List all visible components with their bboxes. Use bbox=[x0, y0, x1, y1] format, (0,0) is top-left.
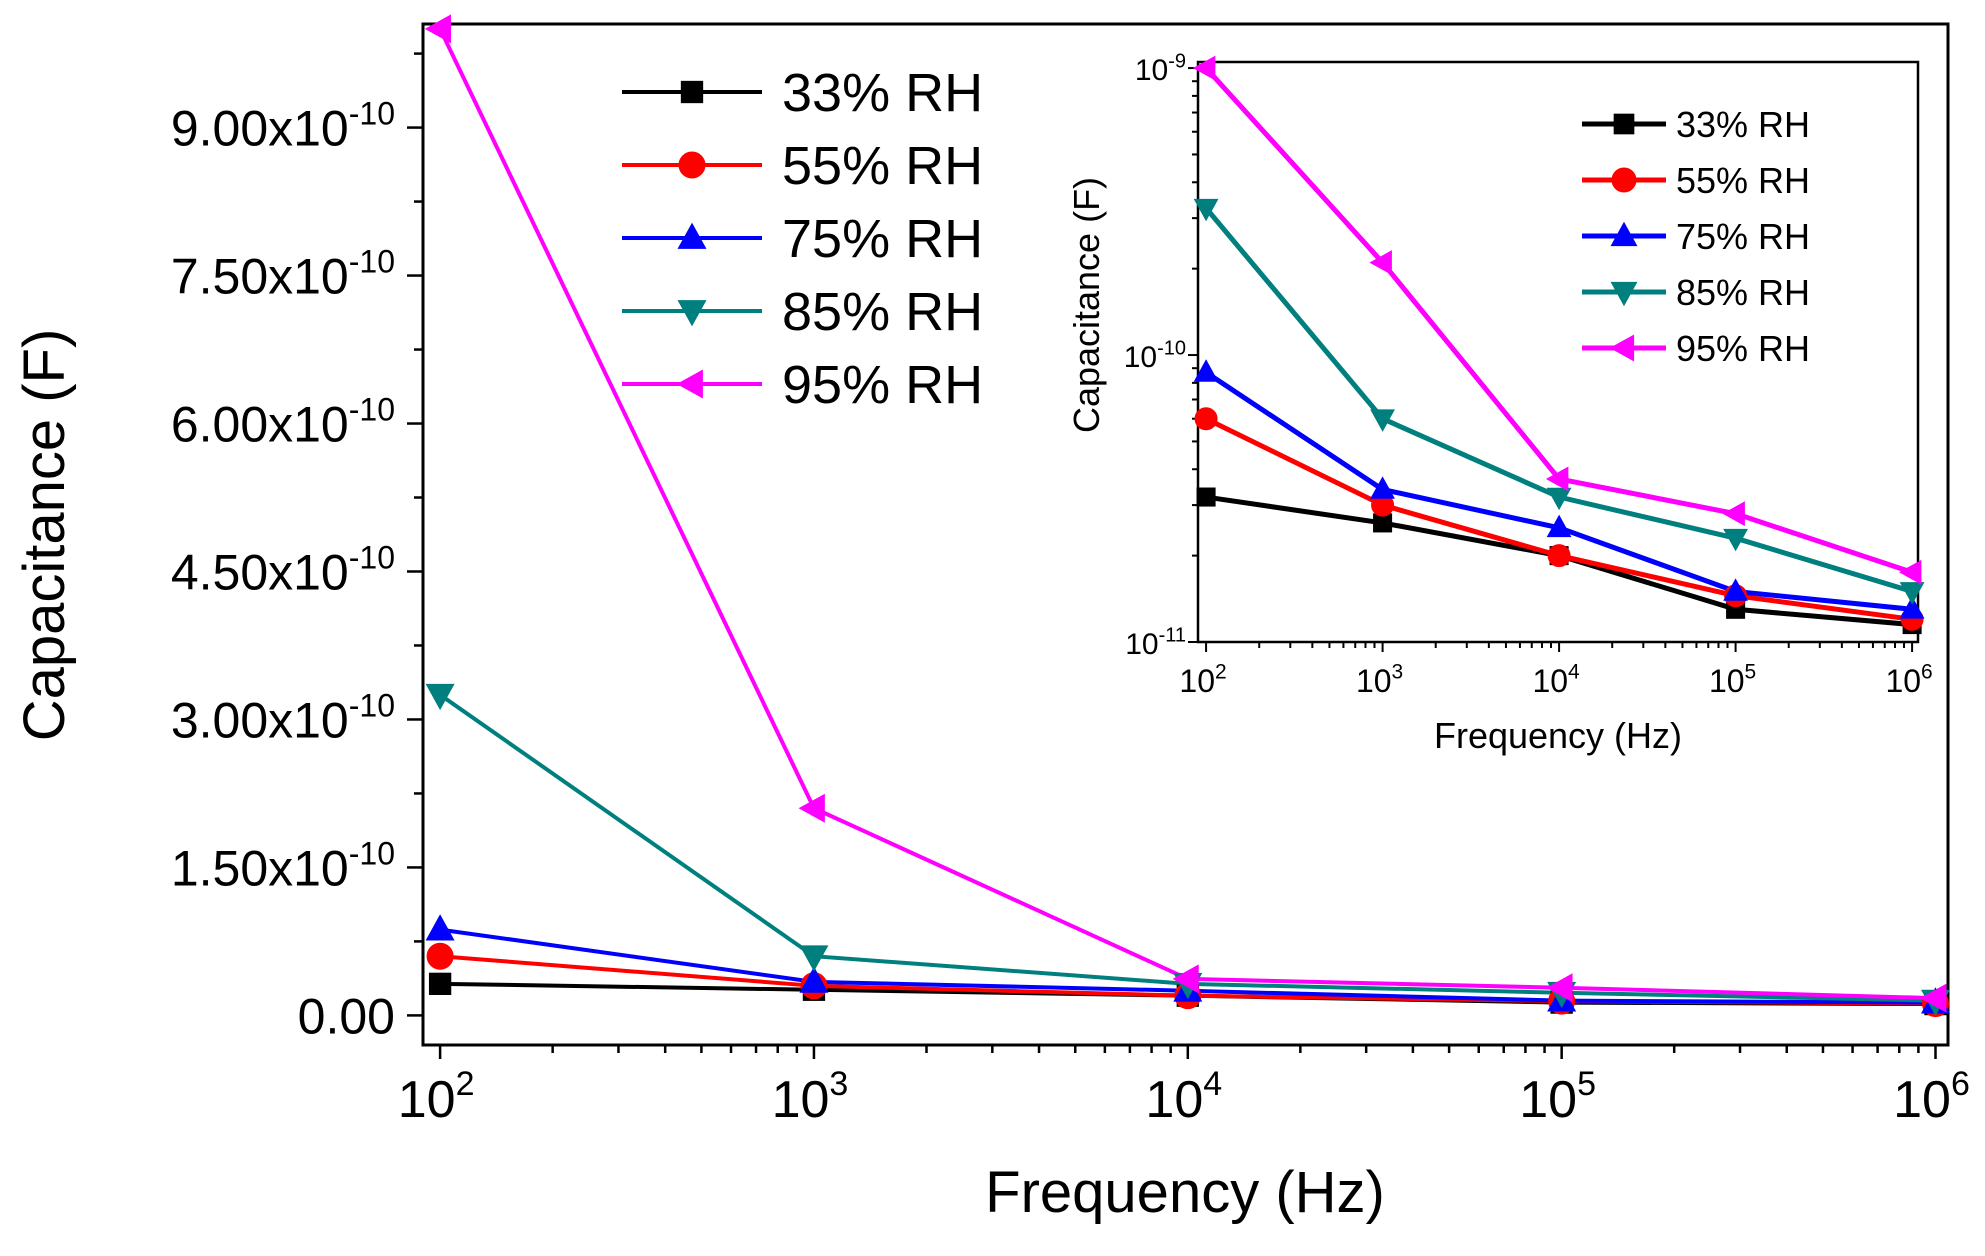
inset-legend-label: 55% RH bbox=[1676, 160, 1810, 201]
inset-x-axis-label: Frequency (Hz) bbox=[1434, 715, 1682, 756]
legend-label: 75% RH bbox=[782, 209, 983, 269]
x-axis-label: Frequency (Hz) bbox=[985, 1160, 1385, 1225]
inset-data-point bbox=[1196, 487, 1216, 507]
inset-data-point bbox=[1898, 559, 1922, 585]
inset-data-point bbox=[1723, 578, 1748, 601]
legend-marker bbox=[678, 151, 706, 179]
legend-marker bbox=[677, 222, 707, 249]
legend-marker bbox=[677, 300, 707, 327]
inset-legend-label: 85% RH bbox=[1676, 272, 1810, 313]
inset-x-tick-label: 105 bbox=[1709, 661, 1756, 699]
inset-y-axis-label: Capacitance (F) bbox=[1066, 177, 1107, 433]
y-axis-label: Capacitance (F) bbox=[12, 329, 77, 742]
inset-data-point bbox=[1192, 55, 1216, 81]
inset-x-tick-label: 104 bbox=[1532, 661, 1580, 699]
inset-data-point bbox=[1194, 407, 1218, 431]
legend-marker bbox=[676, 369, 703, 399]
y-tick-label: 6.00x10-10 bbox=[171, 392, 395, 453]
inset-legend-marker bbox=[1609, 334, 1635, 362]
legend-label: 85% RH bbox=[782, 282, 983, 342]
legend-label: 95% RH bbox=[782, 355, 983, 415]
inset-data-point bbox=[1546, 487, 1572, 511]
inset-data-point bbox=[1722, 501, 1745, 527]
inset-legend-marker bbox=[1610, 281, 1638, 307]
inset-chart: 102 103 104 105 106 10-11 10-10 10-9 Frequency (… bbox=[1066, 50, 1933, 756]
inset-x-tick-label: 102 bbox=[1179, 661, 1226, 699]
inset-x-tick-label: 106 bbox=[1885, 661, 1932, 699]
x-tick-label: 104 bbox=[1145, 1065, 1222, 1129]
x-tick-label: 106 bbox=[1893, 1065, 1970, 1129]
data-point bbox=[424, 14, 452, 44]
inset-x-tick-label: 103 bbox=[1356, 661, 1403, 699]
y-tick-label: 4.50x10-10 bbox=[171, 539, 395, 600]
main-plot-frame bbox=[421, 22, 1950, 1047]
inset-legend-marker bbox=[1613, 113, 1635, 135]
inset-plot-frame bbox=[1196, 60, 1920, 644]
inset-data-point bbox=[1899, 596, 1925, 619]
x-tick-label: 102 bbox=[398, 1065, 475, 1129]
data-point bbox=[426, 942, 454, 970]
y-tick-label: 0.00 bbox=[298, 988, 395, 1044]
y-tick-label: 1.50x10-10 bbox=[171, 835, 395, 896]
inset-data-point bbox=[1370, 409, 1395, 432]
x-tick-label: 105 bbox=[1519, 1065, 1596, 1129]
inset-legend-marker bbox=[1611, 167, 1637, 193]
y-tick-label: 7.50x10-10 bbox=[171, 244, 395, 305]
legend-label: 33% RH bbox=[782, 63, 983, 123]
inset-legend-label: 75% RH bbox=[1676, 216, 1810, 257]
inset-data-point bbox=[1723, 528, 1748, 552]
inset-y-tick-label: 10-10 bbox=[1124, 337, 1186, 374]
inset-data-point bbox=[1547, 544, 1571, 568]
y-tick-label: 3.00x10-10 bbox=[171, 687, 395, 748]
inset-y-tick-label: 10-9 bbox=[1135, 50, 1186, 87]
inset-data-point bbox=[1370, 476, 1395, 499]
data-point bbox=[1172, 964, 1199, 994]
series-line-85rh bbox=[438, 693, 1936, 1003]
inset-legend-marker bbox=[1610, 221, 1638, 247]
legend-label: 55% RH bbox=[782, 136, 983, 196]
inset-legend-label: 33% RH bbox=[1676, 104, 1810, 145]
data-point bbox=[425, 914, 455, 941]
inset-data-point bbox=[1193, 359, 1219, 382]
inset-data-point bbox=[1369, 250, 1392, 275]
data-point bbox=[425, 683, 455, 711]
data-point bbox=[798, 793, 825, 823]
x-tick-label: 103 bbox=[772, 1065, 849, 1129]
inset-data-point bbox=[1899, 582, 1925, 605]
main-chart: 102 103 104 105 106 0.00 1.50x10-10 3.00x10-10 4… bbox=[12, 14, 1970, 1225]
data-point bbox=[1546, 973, 1573, 1003]
data-point bbox=[428, 972, 452, 995]
inset-data-point bbox=[1546, 514, 1572, 538]
data-point bbox=[799, 945, 829, 972]
data-point bbox=[799, 966, 829, 993]
inset-data-point bbox=[1193, 198, 1219, 222]
inset-y-tick-label: 10-11 bbox=[1125, 624, 1186, 661]
data-point bbox=[1920, 983, 1947, 1013]
y-tick-label: 9.00x10-10 bbox=[171, 96, 395, 157]
legend-marker bbox=[680, 80, 704, 104]
inset-data-point bbox=[1373, 513, 1393, 533]
inset-data-point bbox=[1545, 466, 1569, 492]
inset-legend-label: 95% RH bbox=[1676, 328, 1810, 369]
